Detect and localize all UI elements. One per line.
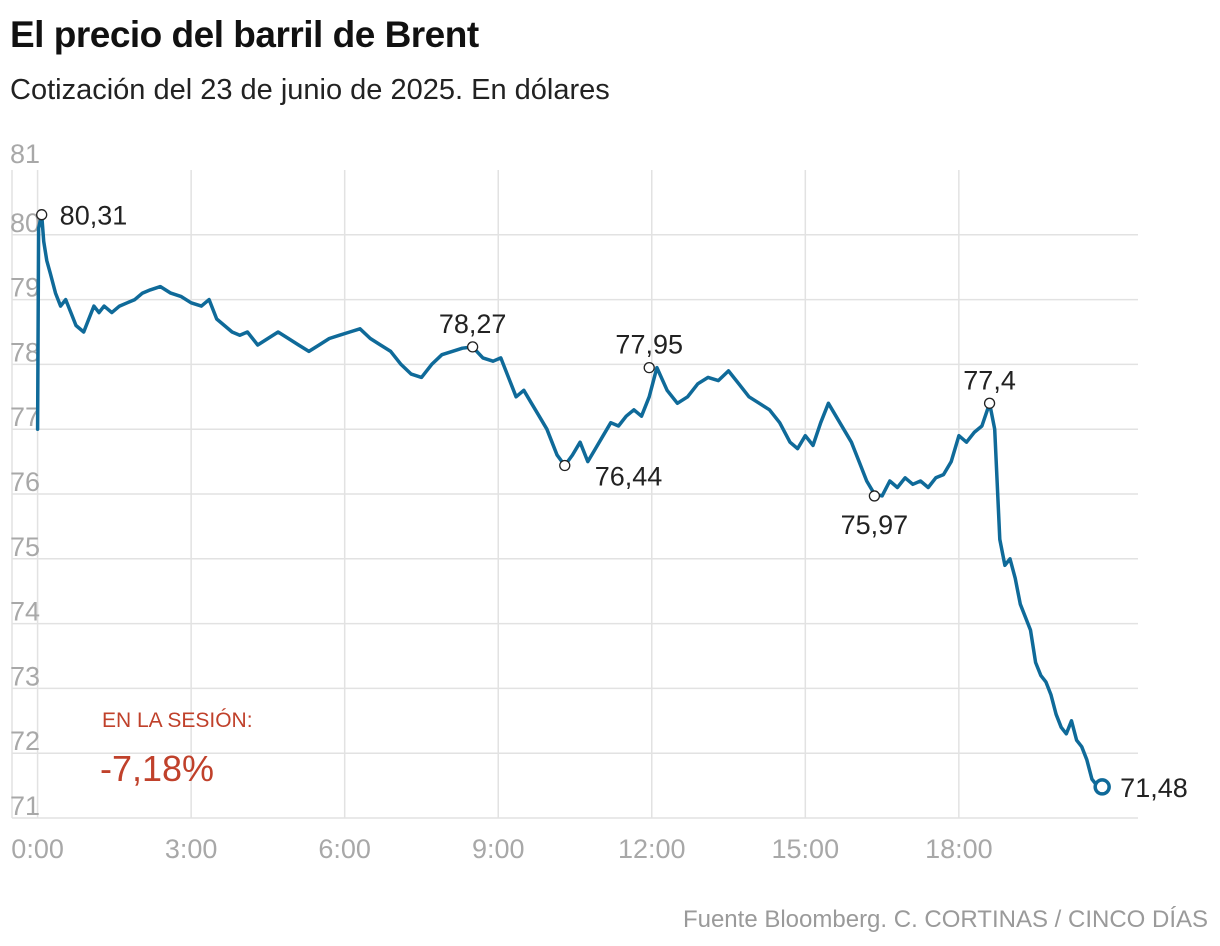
source-credit: Fuente Bloomberg. C. CORTINAS / CINCO DÍ… <box>682 906 1208 933</box>
x-tick-label: 18:00 <box>925 834 993 864</box>
x-tick-label: 3:00 <box>165 834 218 864</box>
point-marker <box>868 490 881 502</box>
series-group <box>35 212 1104 789</box>
y-tick-label: 75 <box>10 532 40 562</box>
point-marker <box>466 341 479 353</box>
point-label: 75,97 <box>841 510 909 540</box>
point-marker <box>983 397 996 409</box>
chart-subtitle: Cotización del 23 de junio de 2025. En d… <box>10 74 610 106</box>
point-marker <box>559 459 571 472</box>
y-tick-label: 76 <box>10 467 40 497</box>
y-axis: 71 72 73 74 75 76 77 78 79 80 81 <box>10 139 40 821</box>
y-tick-label: 80 <box>10 208 40 238</box>
x-tick-label: 12:00 <box>618 834 686 864</box>
point-label: 77,95 <box>615 330 683 360</box>
annotations: 80,31 78,27 76,44 77,95 75,97 77,4 71,48 <box>36 201 1188 803</box>
x-tick-label: 9:00 <box>472 834 525 864</box>
x-tick-label: 15:00 <box>772 834 840 864</box>
y-tick-label: 74 <box>10 597 40 627</box>
grid <box>11 170 1138 819</box>
session-change-value: -7,18% <box>100 748 214 789</box>
point-marker <box>36 209 48 221</box>
price-line <box>35 212 1104 789</box>
chart-title: El precio del barril de Brent <box>10 14 479 55</box>
y-tick-label: 77 <box>10 402 40 432</box>
y-tick-label: 78 <box>10 337 40 367</box>
last-value-marker <box>1093 778 1111 796</box>
x-tick-label: 6:00 <box>318 834 371 864</box>
x-axis: 0:00 3:00 6:00 9:00 12:00 15:00 18:00 <box>11 834 992 864</box>
x-tick-label: 0:00 <box>11 834 64 864</box>
point-label: 80,31 <box>60 201 128 231</box>
y-tick-label: 71 <box>10 791 40 821</box>
point-label: 71,48 <box>1120 773 1188 803</box>
point-label: 78,27 <box>439 309 507 339</box>
y-tick-label: 79 <box>10 273 40 303</box>
point-label: 77,4 <box>963 365 1016 395</box>
y-tick-label: 72 <box>10 726 40 756</box>
session-label: EN LA SESIÓN: <box>102 709 253 732</box>
point-label: 76,44 <box>595 461 663 491</box>
y-tick-label: 81 <box>10 139 40 169</box>
point-marker <box>643 361 655 374</box>
y-tick-label: 73 <box>10 661 40 691</box>
